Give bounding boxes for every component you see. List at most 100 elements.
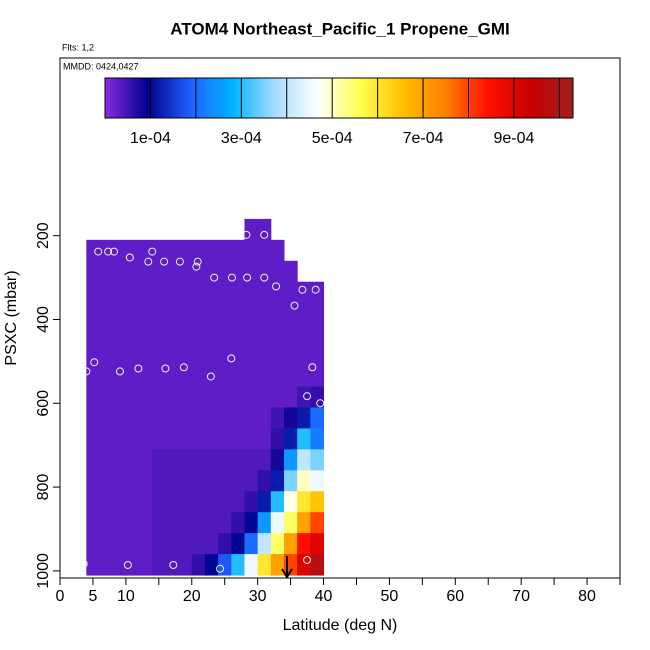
flight-point	[192, 262, 201, 271]
cell	[310, 302, 325, 325]
cell	[257, 449, 272, 471]
cell	[139, 449, 153, 471]
x-tick-label: 80	[578, 588, 596, 605]
cell	[218, 323, 232, 346]
cell	[231, 554, 245, 576]
cell	[270, 533, 285, 555]
flight-point	[316, 399, 325, 408]
flight-point	[298, 285, 307, 294]
flight-point	[206, 372, 215, 381]
cell	[86, 491, 101, 513]
cell	[99, 533, 114, 555]
cell	[152, 512, 166, 534]
y-axis-label: PSXC (mbar)	[3, 270, 20, 365]
cell	[284, 323, 298, 346]
cell	[218, 491, 232, 513]
cell	[86, 533, 101, 555]
cell	[231, 281, 245, 304]
flight-point	[148, 247, 157, 256]
cell	[297, 323, 311, 346]
cell	[231, 533, 245, 555]
cell	[112, 344, 127, 367]
cell	[125, 449, 140, 471]
cell	[86, 512, 101, 534]
cell	[204, 260, 219, 283]
flight-point	[115, 367, 124, 376]
x-tick-label: 50	[381, 588, 399, 605]
cell	[191, 554, 206, 576]
cell	[125, 491, 140, 513]
cell	[178, 302, 193, 325]
cell	[139, 260, 153, 283]
cell	[244, 239, 259, 262]
cell	[125, 386, 140, 408]
cell	[165, 260, 180, 283]
cell	[284, 365, 298, 388]
cell	[99, 281, 114, 304]
cell	[257, 470, 272, 492]
cell	[165, 533, 180, 555]
cell	[165, 386, 180, 408]
flight-point	[160, 257, 169, 266]
cell	[152, 281, 166, 304]
cell	[204, 239, 219, 262]
cell	[257, 365, 272, 388]
flight-point	[242, 230, 251, 239]
cell	[244, 470, 259, 492]
cell	[165, 344, 180, 367]
cell	[125, 533, 140, 555]
colorbar	[104, 77, 574, 119]
cell	[178, 491, 193, 513]
cell	[297, 449, 311, 471]
flight-point	[110, 247, 119, 256]
colorbar-tick-label: 5e-04	[312, 130, 353, 147]
cell	[231, 470, 245, 492]
x-axis-label: Latitude (deg N)	[283, 617, 398, 634]
cell	[139, 281, 153, 304]
cell	[86, 239, 101, 262]
cell	[191, 260, 206, 283]
cell	[178, 428, 193, 450]
cell	[152, 491, 166, 513]
cell	[218, 365, 232, 388]
cell	[204, 449, 219, 471]
cell	[297, 533, 311, 555]
cell	[139, 407, 153, 429]
cell	[112, 260, 127, 283]
cell	[152, 386, 166, 408]
cell	[139, 512, 153, 534]
cell	[125, 407, 140, 429]
colorbar-tick-label: 1e-04	[130, 130, 171, 147]
cell	[152, 554, 166, 576]
cell	[297, 554, 311, 576]
cell	[270, 239, 285, 262]
cell	[99, 239, 114, 262]
x-tick-label: 30	[249, 588, 267, 605]
cell	[244, 491, 259, 513]
cell	[165, 554, 180, 576]
cell	[218, 554, 232, 576]
cell	[191, 281, 206, 304]
cell	[231, 449, 245, 471]
flight-point	[272, 282, 281, 291]
cell	[178, 512, 193, 534]
cell	[231, 491, 245, 513]
y-tick-label: 1000	[35, 553, 52, 589]
cell	[191, 533, 206, 555]
cell	[284, 512, 298, 534]
cell	[218, 449, 232, 471]
cell	[297, 365, 311, 388]
curtain	[86, 218, 325, 576]
cell	[270, 323, 285, 346]
cell	[257, 533, 272, 555]
cell	[178, 365, 193, 388]
cell	[310, 386, 325, 408]
cell	[125, 428, 140, 450]
cell	[99, 365, 114, 388]
cell	[86, 344, 101, 367]
cell	[86, 386, 101, 408]
cell	[125, 512, 140, 534]
cell	[297, 470, 311, 492]
x-tick-label: 20	[183, 588, 201, 605]
flight-point	[82, 367, 91, 376]
